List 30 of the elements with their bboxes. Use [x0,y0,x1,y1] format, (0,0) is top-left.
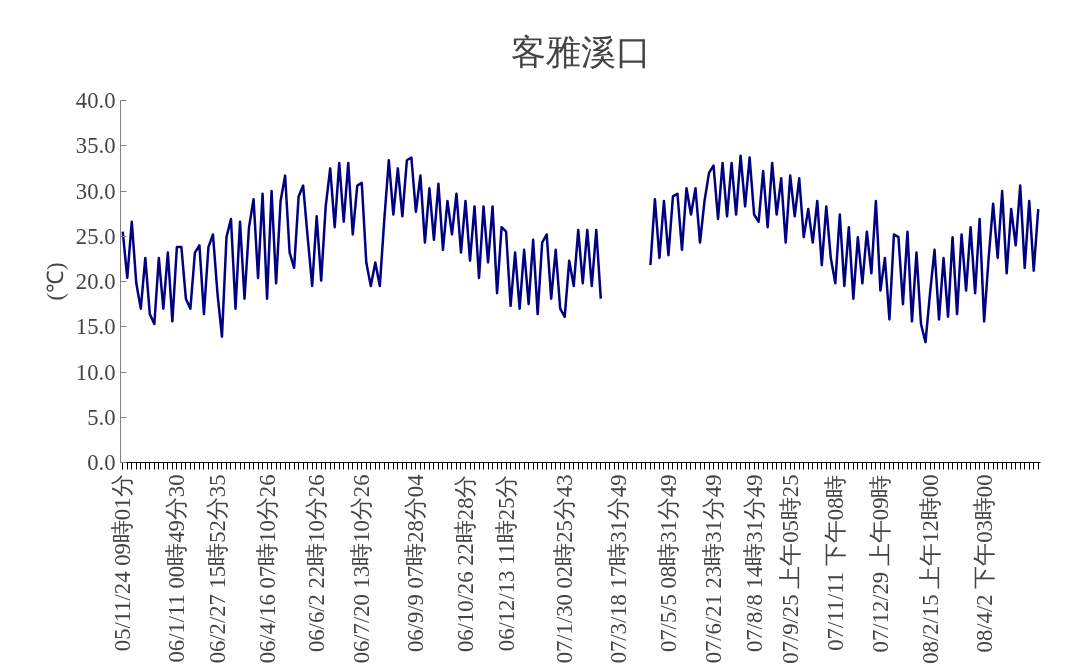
y-axis-title: (℃) [42,262,68,301]
x-tick-label: 06/9/9 07時28分04 [403,474,429,653]
x-tick-label: 07/3/18 17時31分49 [606,474,632,664]
x-tick-label: 08/4/2 下午03時00 [971,474,997,653]
y-tick-label: 40.0 [75,88,116,113]
y-tick-label: 0.0 [87,450,116,475]
y-tick-label: 20.0 [75,269,116,294]
x-tick-label: 07/8/8 14時31分49 [741,474,767,653]
y-tick-label: 25.0 [75,223,116,249]
x-tick-label: 06/12/13 11時25分 [493,474,519,652]
x-tick-label: 06/2/27 15時52分35 [204,474,230,664]
y-tick-label: 35.0 [75,133,116,159]
x-tick-label: 07/9/25 上午05時25 [777,474,803,664]
x-tick-label: 07/11/11 下午08時 [822,474,848,651]
x-tick-label: 07/5/5 08時31分49 [655,474,681,653]
y-tick-label: 10.0 [75,359,116,385]
y-tick-label: 15.0 [75,314,116,340]
x-tick-label: 08/2/15 上午12時00 [917,474,943,664]
x-tick-label: 06/6/2 22時10分26 [304,474,330,653]
x-tick-label: 06/10/26 22時28分 [453,474,478,653]
chart-title: 客雅溪口 [510,32,651,71]
x-tick-label: 07/6/21 23時31分49 [701,474,727,664]
x-tick-label: 06/7/20 13時10分26 [349,474,375,664]
x-tick-label: 07/12/29 上午09時 [867,474,893,653]
x-tick-label: 06/4/16 07時10分26 [254,474,280,664]
x-tick-label: 05/11/24 09時01分 [110,474,136,652]
y-tick-label: 5.0 [87,404,116,430]
x-tick-label: 06/1/11 00時49分30 [164,474,190,663]
y-tick-label: 30.0 [75,178,116,204]
x-tick-label: 07/1/30 02時25分43 [552,474,578,664]
